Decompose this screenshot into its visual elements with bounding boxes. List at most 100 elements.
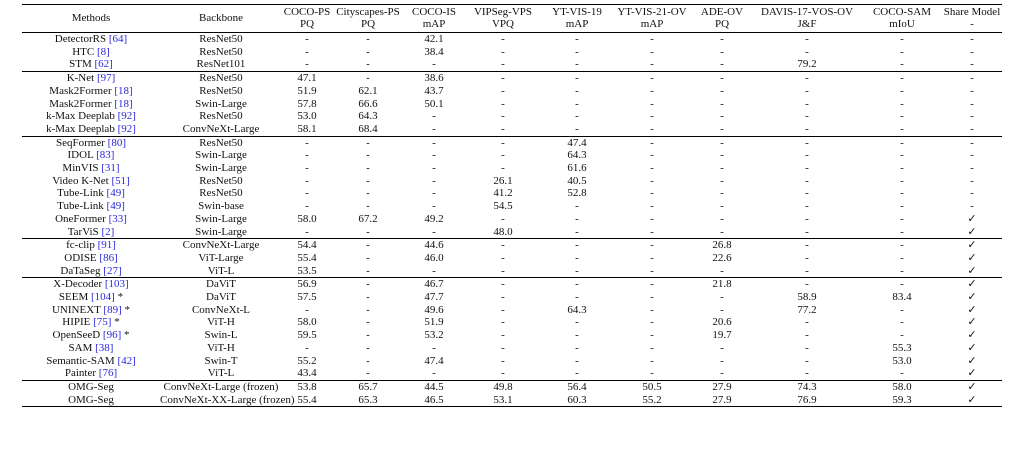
- table-row: DaTaSeg [27] ViT-L 53.5 - - - - - - - - ✓: [22, 265, 1002, 278]
- column-name: COCO-IS: [411, 6, 456, 18]
- method-cell: SeqFormer [80]: [22, 135, 160, 150]
- value-cell: -: [501, 316, 505, 329]
- value-cell: -: [900, 329, 904, 342]
- table-row: Tube-Link [49] ResNet50 - - - 41.2 52.8 - - - - -: [22, 187, 1002, 200]
- backbone-cell: ResNet50: [199, 45, 243, 58]
- value-cell: -: [805, 84, 809, 97]
- value-cell: 55.3: [892, 341, 912, 354]
- value-cell: -: [305, 45, 309, 58]
- value-cell: -: [366, 303, 370, 316]
- value-cell: -: [366, 316, 370, 329]
- value-cell: -: [805, 316, 809, 329]
- backbone-cell: ResNet50: [160, 135, 282, 150]
- results-table: Methods Backbone COCO-PS PQ Cityscapes-PS PQ C…: [22, 4, 1002, 408]
- method-cell: TarViS [2]: [22, 226, 160, 239]
- column-name: YT-VIS-21-OV: [617, 6, 687, 18]
- backbone-cell: ResNet50: [199, 110, 243, 123]
- value-cell: -: [650, 97, 654, 110]
- citation: [89]: [103, 303, 122, 316]
- value-cell: -: [720, 264, 724, 277]
- value-cell: -: [612, 71, 692, 85]
- backbone-cell: ConvNeXt-Large (frozen): [160, 379, 282, 394]
- value-cell: -: [501, 212, 505, 225]
- method-cell: Tube-Link [49]: [22, 200, 160, 213]
- column-header: DAVIS-17-VOS-OV J&F: [752, 4, 862, 33]
- value-cell: -: [464, 277, 542, 292]
- value-cell: -: [805, 122, 809, 135]
- table-row: OneFormer [33] Swin-Large 58.0 67.2 49.2 - - - -…: [22, 213, 1002, 226]
- value-cell: -: [650, 303, 654, 316]
- value-cell: -: [720, 354, 724, 367]
- backbone-cell: Swin-base: [198, 200, 244, 213]
- value-cell: -: [305, 341, 309, 354]
- table-row: SeqFormer [80] ResNet50- - - -47.4- - - - -: [22, 135, 1002, 150]
- backbone-cell: Swin-Large: [195, 225, 247, 238]
- value-cell: -: [305, 58, 309, 71]
- value-cell: -: [501, 58, 505, 71]
- value-cell: 64.3: [358, 110, 378, 123]
- value-cell: -: [720, 200, 724, 213]
- value-cell: -: [650, 122, 654, 135]
- value-cell: -: [805, 354, 809, 367]
- value-cell: 46.5: [404, 393, 464, 408]
- value-cell: -: [720, 212, 724, 225]
- method-name: fc-clip: [66, 239, 95, 252]
- value-cell: -: [542, 277, 612, 292]
- value-cell: -: [805, 264, 809, 277]
- value-cell: -: [612, 238, 692, 252]
- method-cell: DetectorRS [64]: [22, 31, 160, 46]
- value-cell: -: [366, 45, 370, 58]
- value-cell: -: [720, 341, 724, 354]
- value-cell: 68.4: [358, 122, 378, 135]
- value-cell: 44.6: [404, 238, 464, 252]
- value-cell: -: [575, 122, 579, 135]
- value-cell: 47.4: [542, 135, 612, 150]
- table-row: STM [62] ResNet101 - - - - - - - 79.2 - -: [22, 58, 1002, 71]
- value-cell: -: [720, 367, 724, 380]
- value-cell: -: [404, 135, 464, 150]
- value-cell: -: [900, 212, 904, 225]
- value-cell: -: [501, 45, 505, 58]
- value-cell: -: [692, 135, 752, 150]
- value-cell: -: [501, 122, 505, 135]
- value-cell: 48.0: [493, 225, 513, 238]
- value-cell: 22.6: [712, 251, 732, 264]
- value-cell: -: [464, 135, 542, 150]
- value-cell: 46.7: [404, 277, 464, 292]
- value-cell: -: [650, 174, 654, 187]
- value-cell: 62.1: [358, 84, 378, 97]
- value-cell: ✓: [967, 316, 977, 329]
- value-cell: 58.9: [797, 291, 817, 304]
- value-cell: -: [575, 225, 579, 238]
- method-name: Semantic-SAM: [46, 354, 115, 367]
- value-cell: -: [305, 303, 309, 316]
- table-row: DetectorRS [64] ResNet50- -42.1- - - - - - -: [22, 31, 1002, 46]
- backbone-cell: ViT-Large: [198, 251, 244, 264]
- value-cell: 50.1: [424, 97, 444, 110]
- value-cell: -: [432, 225, 436, 238]
- value-cell: -: [650, 264, 654, 277]
- value-cell: -: [720, 174, 724, 187]
- value-cell: -: [501, 367, 505, 380]
- column-header: COCO-IS mAP: [404, 4, 464, 33]
- table-row: OpenSeeD [96] * Swin-L 59.5 - 53.2 - - - 19.7 - - ✓: [22, 329, 1002, 342]
- value-cell: 43.4: [297, 367, 317, 380]
- value-cell: -: [900, 200, 904, 213]
- value-cell: -: [805, 162, 809, 175]
- value-cell: 47.1: [282, 71, 332, 85]
- value-cell: -: [305, 149, 309, 162]
- method-name: Mask2Former: [49, 97, 112, 110]
- value-cell: -: [366, 225, 370, 238]
- value-cell: 54.4: [282, 238, 332, 252]
- method-name: STM: [69, 58, 92, 71]
- table-row: Painter [76] ViT-L 43.4 - - - - - - - - ✓: [22, 367, 1002, 380]
- value-cell: -: [575, 316, 579, 329]
- value-cell: -: [366, 162, 370, 175]
- value-cell: -: [805, 341, 809, 354]
- value-cell: -: [366, 329, 370, 342]
- value-cell: -: [970, 122, 974, 135]
- value-cell: -: [650, 316, 654, 329]
- value-cell: ✓: [967, 225, 977, 238]
- value-cell: 58.1: [297, 122, 317, 135]
- value-cell: 27.9: [692, 379, 752, 394]
